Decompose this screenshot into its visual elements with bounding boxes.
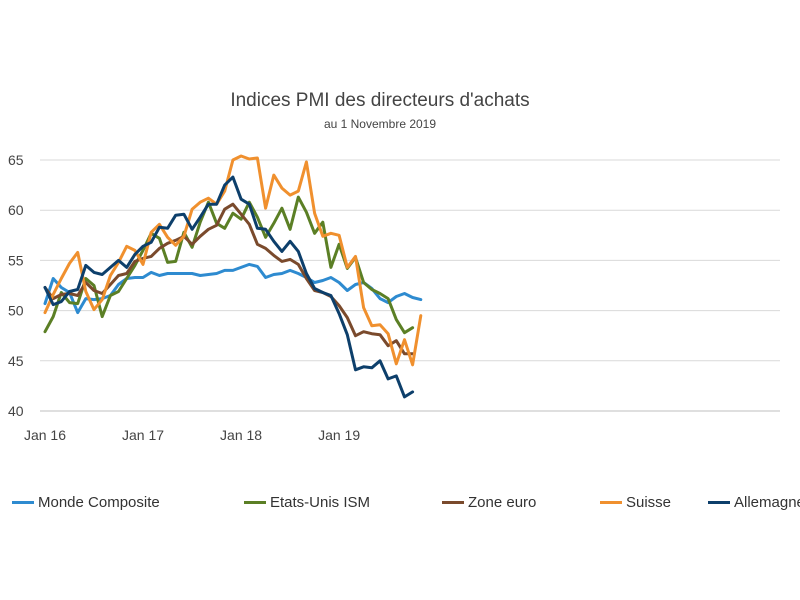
legend-label: Suisse xyxy=(626,493,672,511)
legend: Monde Composite Etats-Unis ISM Zone euro Su… xyxy=(0,490,800,514)
legend-swatch xyxy=(12,500,34,504)
legend-item-monde-composite: Monde Composite xyxy=(12,490,160,514)
legend-label: Etats-Unis ISM xyxy=(270,493,371,511)
y-tick-label: 45 xyxy=(8,353,24,369)
y-axis-tick-labels: 40 45 50 55 60 65 xyxy=(8,152,24,419)
x-tick-label: Jan 19 xyxy=(318,427,360,443)
legend-swatch xyxy=(708,500,730,504)
x-tick-label: Jan 16 xyxy=(24,427,66,443)
series-line-monde-composite xyxy=(43,262,423,315)
chart-subtitle: au 1 Novembre 2019 xyxy=(323,117,437,131)
series-lines xyxy=(43,154,423,399)
y-tick-label: 50 xyxy=(8,303,24,319)
chart-title: Indices PMI des directeurs d'achats xyxy=(230,90,530,111)
series-line-allemagne xyxy=(43,175,415,399)
y-tick-label: 40 xyxy=(8,403,24,419)
y-tick-label: 65 xyxy=(8,152,24,168)
legend-swatch xyxy=(442,500,464,504)
x-axis-tick-labels: Jan 16 Jan 17 Jan 18 Jan 19 xyxy=(24,427,360,443)
series-line-suisse xyxy=(43,154,423,367)
legend-label: Zone euro xyxy=(468,493,537,511)
legend-item-suisse: Suisse xyxy=(600,490,671,514)
x-tick-label: Jan 18 xyxy=(220,427,262,443)
legend-label: Monde Composite xyxy=(38,493,160,511)
legend-swatch xyxy=(600,500,622,504)
series-line-zone-euro xyxy=(43,202,415,356)
y-tick-label: 55 xyxy=(8,252,24,268)
legend-item-zone-euro: Zone euro xyxy=(442,490,536,514)
x-tick-label: Jan 17 xyxy=(122,427,164,443)
y-tick-label: 60 xyxy=(8,202,24,218)
legend-swatch xyxy=(244,500,266,504)
legend-label: Allemagne xyxy=(734,493,800,511)
legend-item-allemagne: Allemagne xyxy=(708,490,800,514)
legend-item-etats-unis-ism: Etats-Unis ISM xyxy=(244,490,370,514)
